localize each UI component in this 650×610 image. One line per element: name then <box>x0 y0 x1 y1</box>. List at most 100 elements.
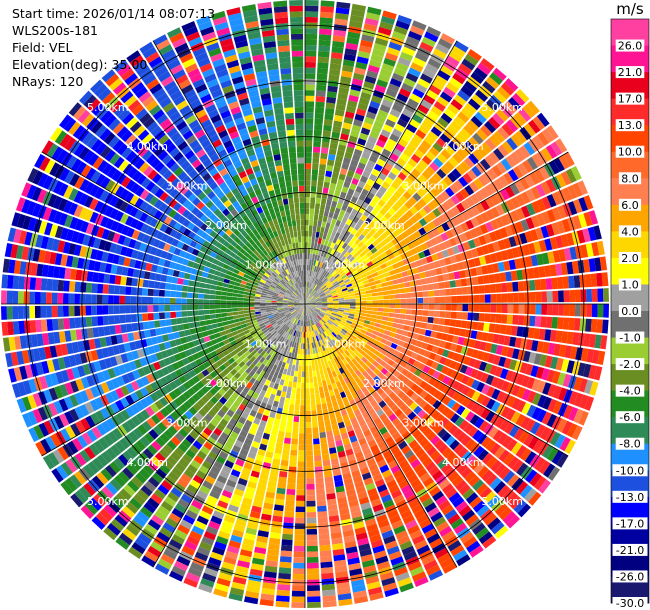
ppi-gate-cell <box>468 153 479 165</box>
ppi-gate-cell <box>342 59 355 67</box>
ppi-gate-cell <box>325 292 332 296</box>
ppi-gate-cell <box>306 287 308 293</box>
ppi-gate-cell <box>320 443 328 450</box>
ppi-gate-cell <box>384 228 392 237</box>
ppi-gate-cell <box>549 329 557 342</box>
ppi-gate-cell <box>271 304 277 306</box>
ppi-gate-cell <box>355 211 363 219</box>
ppi-gate-cell <box>305 299 309 304</box>
ppi-gate-cell <box>79 305 86 316</box>
ppi-gate-cell <box>327 284 334 289</box>
ppi-gate-cell <box>491 165 503 177</box>
ppi-gate-cell <box>317 415 324 422</box>
ppi-gate-cell <box>339 209 346 217</box>
ppi-gate-cell <box>313 271 317 278</box>
ppi-gate-cell <box>538 266 546 278</box>
ppi-gate-cell <box>320 397 327 404</box>
ppi-gate-cell <box>425 359 434 367</box>
ppi-gate-cell <box>337 178 345 186</box>
ppi-gate-cell <box>278 572 291 580</box>
ppi-gate-cell <box>381 282 388 287</box>
ppi-gate-cell <box>310 301 317 304</box>
ppi-gate-cell <box>428 176 438 187</box>
ppi-gate-cell <box>309 298 315 302</box>
ppi-gate-cell <box>29 277 37 290</box>
ppi-gate-cell <box>344 324 351 329</box>
ppi-gate-cell <box>378 172 387 181</box>
ppi-gate-cell <box>357 343 365 350</box>
ppi-gate-cell <box>305 50 317 57</box>
ppi-gate-cell <box>312 152 320 159</box>
ppi-gate-cell <box>306 444 313 451</box>
ppi-gate-cell <box>367 6 382 16</box>
ppi-gate-cell <box>315 308 321 312</box>
ppi-gate-cell <box>348 201 356 209</box>
ppi-gate-cell <box>388 289 395 295</box>
ppi-gate-cell <box>341 287 348 292</box>
ppi-gate-cell <box>375 265 382 272</box>
ppi-gate-cell <box>307 590 321 597</box>
ppi-gate-cell <box>382 356 390 363</box>
ppi-gate-cell <box>310 348 313 355</box>
ppi-gate-cell <box>476 381 485 393</box>
ppi-gate-cell <box>364 286 371 291</box>
ppi-gate-cell <box>277 384 284 391</box>
ppi-gate-cell <box>351 281 358 286</box>
ppi-gate-cell <box>557 317 564 330</box>
ppi-gate-cell <box>327 247 333 254</box>
ppi-gate-cell <box>355 337 362 344</box>
ppi-gate-cell <box>311 169 319 176</box>
ppi-gate-cell <box>343 297 350 300</box>
ppi-gate-cell <box>425 63 439 74</box>
ppi-gate-cell <box>215 309 221 314</box>
ppi-gate-cell <box>320 310 326 315</box>
ppi-gate-cell <box>387 317 394 323</box>
ppi-gate-cell <box>525 256 533 268</box>
ppi-gate-cell <box>357 219 364 227</box>
ppi-gate-cell <box>203 309 210 315</box>
ppi-gate-cell <box>441 406 451 417</box>
ppi-gate-cell <box>310 265 313 271</box>
ppi-gate-cell <box>336 289 343 294</box>
ppi-gate-cell <box>187 286 194 293</box>
ppi-gate-cell <box>279 556 292 563</box>
ppi-gate-cell <box>350 278 357 284</box>
ppi-gate-cell <box>311 180 317 187</box>
ppi-gate-cell <box>397 171 407 181</box>
ppi-gate-cell <box>470 330 478 339</box>
ppi-gate-cell <box>517 349 526 361</box>
ppi-gate-cell <box>389 133 400 143</box>
ppi-gate-cell <box>305 300 310 304</box>
ppi-gate-cell <box>405 292 412 298</box>
ppi-gate-cell <box>329 287 335 291</box>
ppi-gate-cell <box>496 293 502 303</box>
ppi-gate-cell <box>316 370 321 377</box>
ppi-gate-cell <box>309 219 314 226</box>
ppi-gate-cell <box>513 304 519 314</box>
ppi-gate-cell <box>136 313 143 322</box>
ppi-gate-cell <box>375 177 384 186</box>
ppi-gate-cell <box>365 232 373 240</box>
ppi-gate-cell <box>325 425 332 432</box>
ppi-gate-cell <box>468 136 480 149</box>
ppi-gate-cell <box>181 317 189 324</box>
ppi-gate-cell <box>489 253 498 263</box>
ppi-rays <box>1 0 609 608</box>
ppi-gate-cell <box>358 97 370 106</box>
ppi-gate-cell <box>289 404 295 411</box>
ppi-gate-cell <box>483 322 490 332</box>
ppi-gate-cell <box>306 506 316 513</box>
ppi-gate-cell <box>330 288 336 293</box>
ppi-gate-cell <box>332 295 338 298</box>
ppi-gate-cell <box>558 154 570 170</box>
ppi-gate-cell <box>381 148 392 158</box>
ppi-gate-cell <box>331 312 338 316</box>
ppi-gate-cell <box>40 319 48 332</box>
ppi-gate-cell <box>108 284 115 294</box>
ppi-gate-cell <box>334 109 345 117</box>
ppi-gate-cell <box>359 315 366 320</box>
ppi-gate-cell <box>432 48 447 60</box>
ppi-gate-cell <box>147 305 154 313</box>
ppi-gate-cell <box>372 307 379 312</box>
ppi-gate-cell <box>326 295 333 298</box>
